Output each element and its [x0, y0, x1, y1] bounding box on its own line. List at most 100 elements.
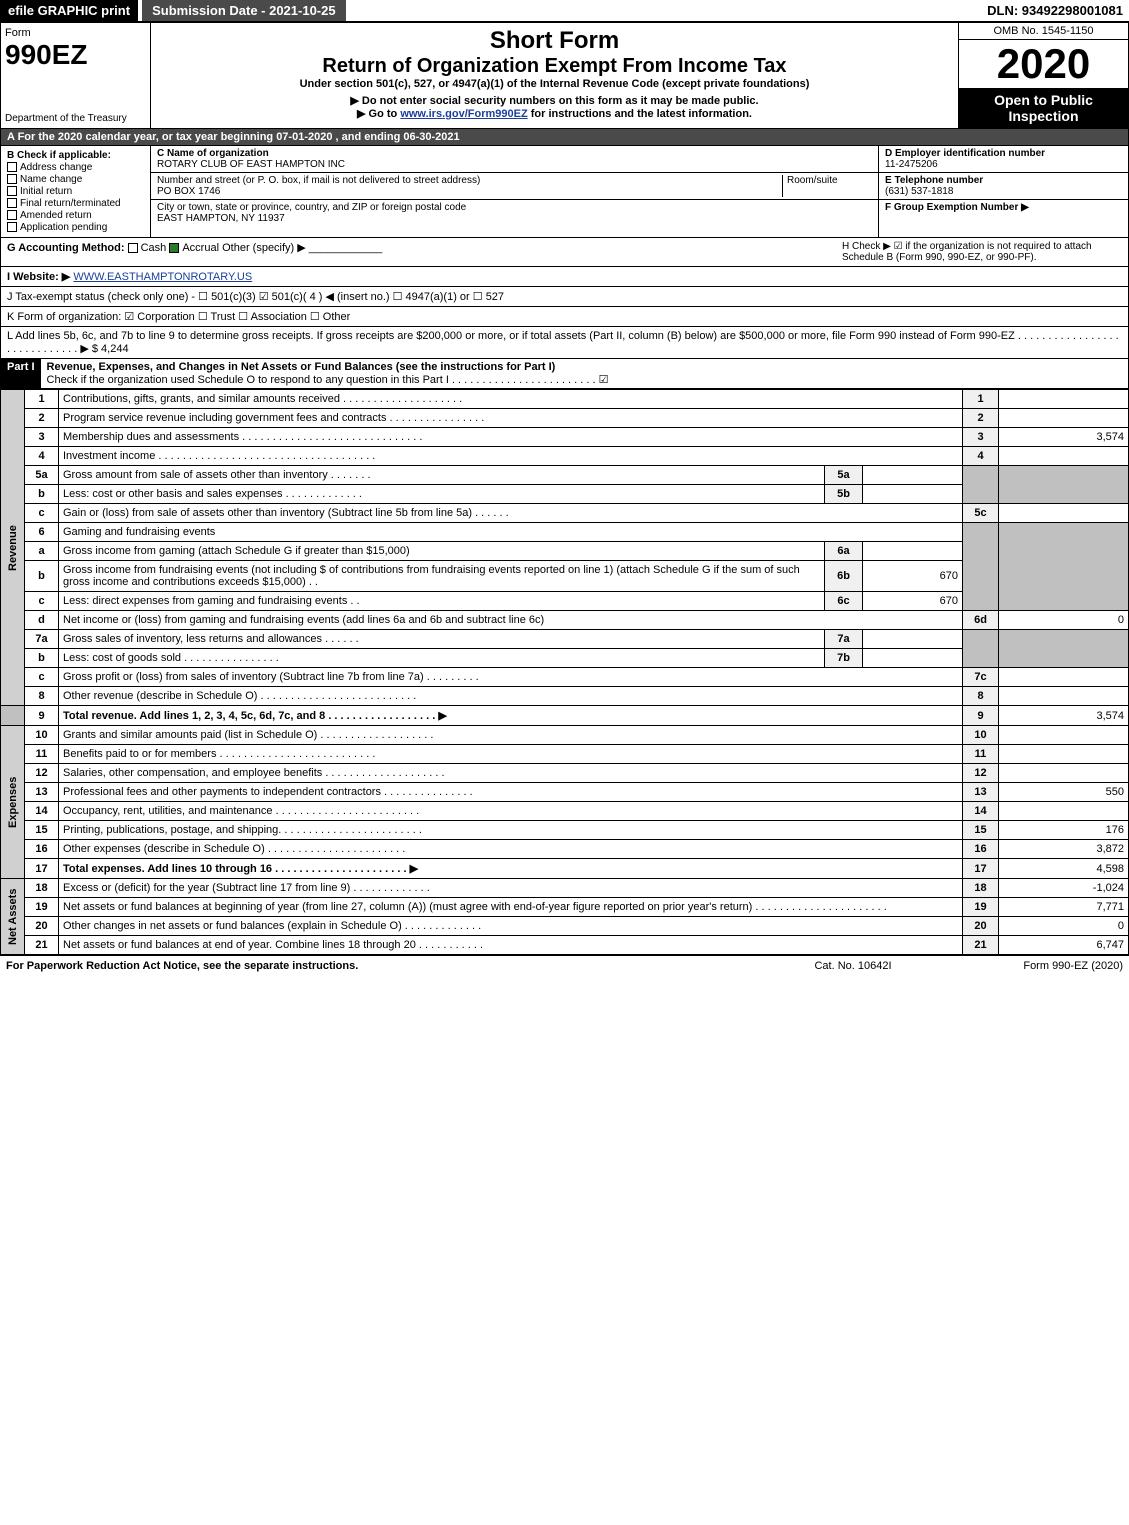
line-6d-desc: Net income or (loss) from gaming and fun…	[59, 611, 963, 630]
chk-name-change: Name change	[20, 174, 82, 185]
line-15-val: 176	[999, 821, 1129, 840]
line-14-desc: Occupancy, rent, utilities, and maintena…	[59, 802, 963, 821]
line-13-desc: Professional fees and other payments to …	[59, 783, 963, 802]
line-7b-desc: Less: cost of goods sold . . . . . . . .…	[59, 649, 825, 668]
section-j: J Tax-exempt status (check only one) - ☐…	[0, 287, 1129, 307]
tax-year: 2020	[959, 40, 1128, 88]
expenses-vlabel: Expenses	[1, 726, 25, 879]
line-7a-desc: Gross sales of inventory, less returns a…	[59, 630, 825, 649]
line-4-val	[999, 447, 1129, 466]
line-14-val	[999, 802, 1129, 821]
open-to-public: Open to Public Inspection	[959, 88, 1128, 128]
line-18-val: -1,024	[999, 879, 1129, 898]
line-10-desc: Grants and similar amounts paid (list in…	[59, 726, 963, 745]
c-street-label: Number and street (or P. O. box, if mail…	[157, 175, 480, 186]
section-c: C Name of organization ROTARY CLUB OF EA…	[151, 146, 878, 237]
section-i: I Website: ▶ WWW.EASTHAMPTONROTARY.US	[0, 267, 1129, 287]
line-20-val: 0	[999, 917, 1129, 936]
tel-label: E Telephone number	[885, 175, 1122, 186]
c-city-label: City or town, state or province, country…	[157, 202, 466, 213]
line-6d-val: 0	[999, 611, 1129, 630]
section-l: L Add lines 5b, 6c, and 7b to line 9 to …	[0, 327, 1129, 359]
goto-instructions: ▶ Go to www.irs.gov/Form990EZ for instru…	[155, 107, 954, 120]
g-accrual: Accrual	[182, 242, 219, 254]
short-form-title: Short Form	[155, 27, 954, 55]
submission-date: Submission Date - 2021-10-25	[142, 0, 346, 21]
part-1-title: Revenue, Expenses, and Changes in Net As…	[47, 361, 556, 373]
line-6b-desc: Gross income from fundraising events (no…	[59, 561, 825, 592]
dln: DLN: 93492298001081	[987, 3, 1129, 18]
part-1-sub: Check if the organization used Schedule …	[47, 374, 609, 386]
goto-pre: ▶ Go to	[357, 108, 400, 120]
part-1-header: Part I Revenue, Expenses, and Changes in…	[0, 359, 1129, 389]
row-a-period: A For the 2020 calendar year, or tax yea…	[0, 129, 1129, 146]
chk-final-return: Final return/terminated	[20, 198, 121, 209]
page-footer: For Paperwork Reduction Act Notice, see …	[0, 955, 1129, 976]
irs-link[interactable]: www.irs.gov/Form990EZ	[400, 108, 527, 120]
ein-value: 11-2475206	[885, 159, 1122, 170]
section-gh: G Accounting Method: Cash Accrual Other …	[0, 238, 1129, 267]
chk-address-change: Address change	[20, 162, 92, 173]
line-6c-desc: Less: direct expenses from gaming and fu…	[59, 592, 825, 611]
line-1-val	[999, 390, 1129, 409]
section-k: K Form of organization: ☑ Corporation ☐ …	[0, 307, 1129, 327]
line-21-val: 6,747	[999, 936, 1129, 955]
topbar: efile GRAPHIC print Submission Date - 20…	[0, 0, 1129, 22]
line-6-desc: Gaming and fundraising events	[59, 523, 963, 542]
chk-amended-return: Amended return	[20, 210, 92, 221]
line-3-desc: Membership dues and assessments . . . . …	[59, 428, 963, 447]
line-6a-desc: Gross income from gaming (attach Schedul…	[59, 542, 825, 561]
omb-number: OMB No. 1545-1150	[959, 23, 1128, 40]
org-city: EAST HAMPTON, NY 11937	[157, 213, 872, 224]
form-footer: Form 990-EZ (2020)	[943, 960, 1123, 972]
revenue-vlabel: Revenue	[1, 390, 25, 706]
line-12-val	[999, 764, 1129, 783]
line-7c-desc: Gross profit or (loss) from sales of inv…	[59, 668, 963, 687]
g-cash: Cash	[141, 242, 167, 254]
line-5a-desc: Gross amount from sale of assets other t…	[59, 466, 825, 485]
line-6c-val: 670	[863, 592, 963, 611]
g-other: Other (specify) ▶	[222, 242, 306, 254]
line-9-desc: Total revenue. Add lines 1, 2, 3, 4, 5c,…	[59, 706, 963, 726]
paperwork-notice: For Paperwork Reduction Act Notice, see …	[6, 960, 763, 972]
part-1-table: Revenue 1Contributions, gifts, grants, a…	[0, 389, 1129, 955]
i-label: I Website: ▶	[7, 271, 70, 283]
dept-treasury: Department of the Treasury	[5, 113, 146, 124]
line-12-desc: Salaries, other compensation, and employ…	[59, 764, 963, 783]
line-15-desc: Printing, publications, postage, and shi…	[59, 821, 963, 840]
b-title: B Check if applicable:	[7, 150, 144, 161]
tel-value: (631) 537-1818	[885, 186, 1122, 197]
line-2-desc: Program service revenue including govern…	[59, 409, 963, 428]
line-11-desc: Benefits paid to or for members . . . . …	[59, 745, 963, 764]
h-text: H Check ▶ ☑ if the organization is not r…	[842, 241, 1122, 263]
line-8-desc: Other revenue (describe in Schedule O) .…	[59, 687, 963, 706]
part-1-label: Part I	[1, 359, 41, 388]
line-16-desc: Other expenses (describe in Schedule O) …	[59, 840, 963, 859]
return-title: Return of Organization Exempt From Incom…	[155, 55, 954, 78]
line-17-desc: Total expenses. Add lines 10 through 16 …	[59, 859, 963, 879]
under-section: Under section 501(c), 527, or 4947(a)(1)…	[155, 78, 954, 90]
line-5b-desc: Less: cost or other basis and sales expe…	[59, 485, 825, 504]
section-b: B Check if applicable: Address change Na…	[1, 146, 151, 237]
line-19-val: 7,771	[999, 898, 1129, 917]
org-street: PO BOX 1746	[157, 186, 782, 197]
line-17-val: 4,598	[999, 859, 1129, 879]
form-number: 990EZ	[5, 39, 146, 71]
line-9-val: 3,574	[999, 706, 1129, 726]
line-19-desc: Net assets or fund balances at beginning…	[59, 898, 963, 917]
line-13-val: 550	[999, 783, 1129, 802]
line-10-val	[999, 726, 1129, 745]
efile-print-label: efile GRAPHIC print	[0, 0, 138, 21]
block-bcd: B Check if applicable: Address change Na…	[0, 146, 1129, 238]
line-5c-desc: Gain or (loss) from sale of assets other…	[59, 504, 963, 523]
line-7a-val	[863, 630, 963, 649]
website-link[interactable]: WWW.EASTHAMPTONROTARY.US	[73, 271, 252, 283]
line-2-val	[999, 409, 1129, 428]
org-name: ROTARY CLUB OF EAST HAMPTON INC	[157, 159, 872, 170]
line-4-desc: Investment income . . . . . . . . . . . …	[59, 447, 963, 466]
line-18-desc: Excess or (deficit) for the year (Subtra…	[59, 879, 963, 898]
ein-label: D Employer identification number	[885, 148, 1122, 159]
line-5b-val	[863, 485, 963, 504]
line-20-desc: Other changes in net assets or fund bala…	[59, 917, 963, 936]
ssn-warning: ▶ Do not enter social security numbers o…	[155, 94, 954, 107]
